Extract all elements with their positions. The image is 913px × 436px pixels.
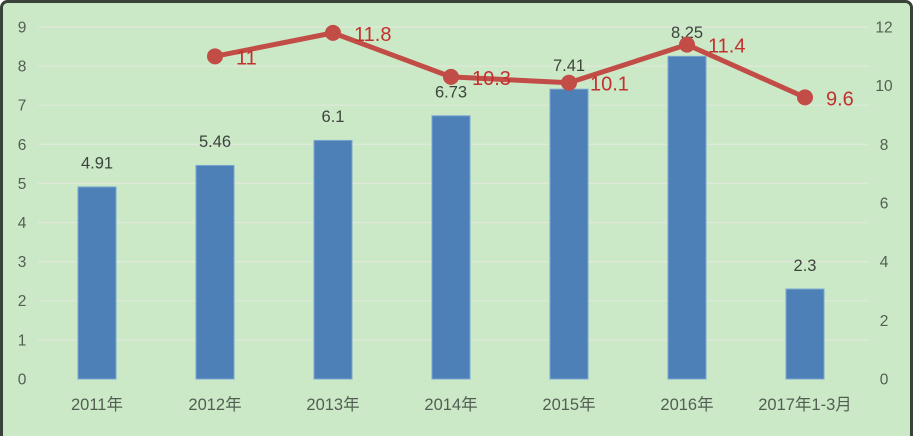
right-axis-tick: 4 [880, 254, 889, 271]
left-axis-tick: 4 [18, 215, 27, 232]
bar-2011年 [77, 186, 117, 380]
trend-line [212, 30, 808, 100]
line-label: 10.1 [590, 74, 629, 96]
category-label: 2014年 [424, 395, 477, 414]
bar-2012年 [195, 164, 235, 380]
right-axis-tick: 12 [875, 19, 892, 36]
left-axis-tick: 0 [18, 371, 27, 388]
bar-label: 4.91 [81, 155, 113, 173]
line-marker [561, 74, 577, 91]
right-axis-tick: 0 [880, 371, 889, 388]
bar-label: 6.1 [322, 108, 345, 126]
category-label: 2016年 [660, 395, 713, 414]
right-axis-tick: 2 [880, 313, 889, 330]
left-axis-tick: 5 [18, 176, 27, 193]
bar-label: 7.41 [553, 57, 585, 75]
right-axis-tick: 8 [880, 137, 889, 154]
right-axis-tick: 10 [875, 78, 893, 95]
category-label: 2013年 [306, 395, 359, 414]
left-axis-tick: 7 [18, 98, 27, 115]
line-label: 11.4 [708, 36, 745, 58]
category-label: 2011年 [71, 395, 123, 414]
line-label: 11.8 [354, 24, 391, 46]
category-label: 2012年 [188, 395, 241, 414]
line-label: 9.6 [826, 88, 854, 110]
bar-2016年 [667, 55, 707, 380]
bar-label: 6.73 [435, 84, 467, 102]
category-label: 2015年 [542, 395, 595, 414]
line-marker [443, 68, 459, 85]
left-axis-tick: 6 [18, 137, 27, 154]
line-marker [679, 36, 695, 53]
category-label: 2017年1-3月 [758, 395, 852, 414]
bar-2013年 [313, 139, 353, 380]
left-axis-tick: 2 [18, 293, 27, 310]
bar-label: 2.3 [794, 257, 817, 275]
bar-2014年 [431, 115, 471, 380]
bar-label: 5.46 [199, 133, 231, 151]
line-marker [325, 24, 341, 41]
bar-2017年1-3月 [785, 288, 825, 380]
line-label: 11 [236, 47, 257, 69]
left-axis-tick: 3 [18, 254, 27, 271]
left-axis-tick: 9 [18, 19, 27, 36]
left-axis-tick: 1 [18, 332, 27, 349]
bar-label: 8.25 [671, 24, 703, 42]
bar-2015年 [549, 88, 589, 380]
line-label: 10.3 [472, 68, 511, 90]
line-marker [797, 89, 813, 106]
left-axis-tick: 8 [18, 59, 27, 76]
line-marker [207, 48, 223, 65]
right-axis-tick: 6 [880, 195, 889, 212]
